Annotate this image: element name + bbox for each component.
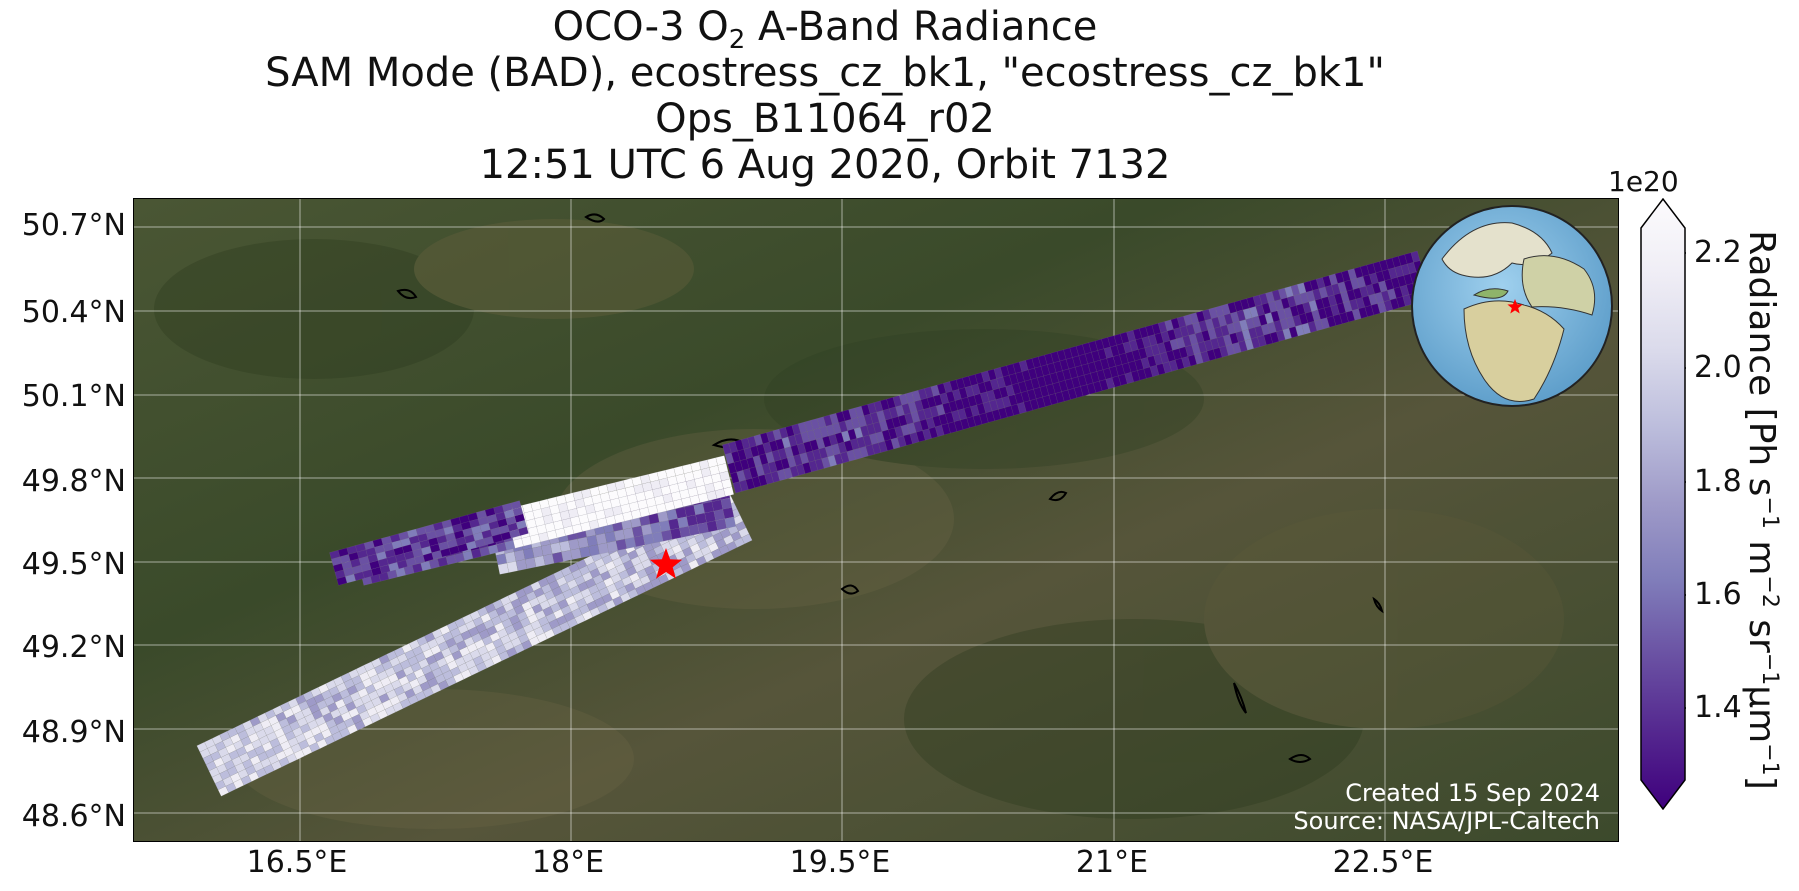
y-tick-label: 49.2°N: [21, 630, 126, 665]
x-tick-label: 19.5°E: [789, 845, 891, 880]
map-canvas: [134, 199, 1618, 841]
x-tick-label: 21°E: [1075, 845, 1149, 880]
y-tick-label: 48.6°N: [21, 799, 126, 834]
chart-title-line1: OCO-3 O2 A-Band Radiance: [552, 4, 1098, 55]
globe-inset: [1411, 205, 1613, 407]
y-tick-label: 50.7°N: [21, 208, 126, 243]
chart-title-line2: SAM Mode (BAD), ecostress_cz_bk1, "ecost…: [265, 50, 1385, 96]
swath-footprint: [741, 533, 753, 545]
globe-location-star-icon: [1507, 299, 1523, 314]
colorbar-label: Radiance [Ph s−1 m−2 sr−1µm−1]: [1741, 230, 1782, 790]
swath-footprint: [724, 516, 736, 529]
colorbar-gradient: [1640, 198, 1686, 810]
y-tick-label: 49.5°N: [21, 547, 126, 582]
colorbar-tick-label: 1.8: [1694, 464, 1742, 499]
colorbar-tick-label: 2.0: [1694, 350, 1742, 385]
x-tick-label: 18°E: [531, 845, 605, 880]
y-tick-label: 48.9°N: [21, 715, 126, 750]
credit-created: Created 15 Sep 2024: [1345, 779, 1600, 807]
chart-title-line3: Ops_B11064_r02: [655, 96, 995, 142]
map-gridlines: [134, 199, 1618, 841]
credit-source: Source: NASA/JPL-Caltech: [1293, 807, 1600, 835]
chart-title-line4: 12:51 UTC 6 Aug 2020, Orbit 7132: [479, 142, 1171, 188]
target-star-icon: [649, 548, 683, 579]
y-tick-label: 50.1°N: [21, 379, 126, 414]
y-tick-label: 49.8°N: [21, 464, 126, 499]
colorbar-tick-label: 1.6: [1694, 577, 1742, 612]
colorbar-tick-label: 2.2: [1694, 235, 1742, 270]
swath-upper-west: [329, 500, 529, 586]
colorbar: [1640, 198, 1686, 810]
y-tick-label: 50.4°N: [21, 295, 126, 330]
colorbar-tick-label: 1.4: [1694, 690, 1742, 725]
x-tick-label: 16.5°E: [246, 845, 348, 880]
colorbar-exponent: 1e20: [1608, 165, 1679, 198]
swath-footprint: [720, 497, 733, 510]
swath-footprint: [517, 526, 529, 536]
swath-footprint: [723, 486, 734, 497]
map-panel: Created 15 Sep 2024 Source: NASA/JPL-Cal…: [133, 198, 1619, 842]
x-tick-label: 22.5°E: [1332, 845, 1434, 880]
swath-east: [722, 250, 1431, 494]
radiance-swath: [196, 250, 1431, 797]
